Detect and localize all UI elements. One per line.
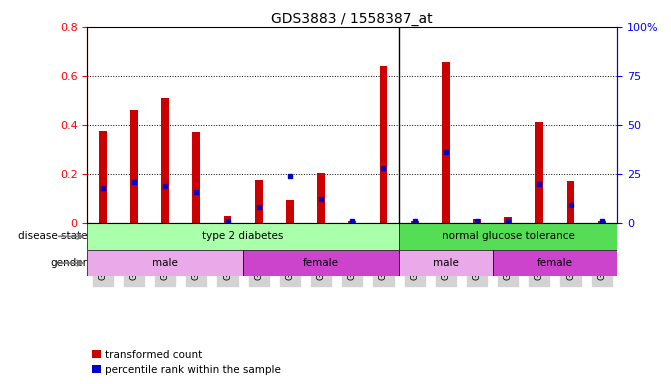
Bar — [566, 181, 574, 223]
Bar — [317, 173, 325, 223]
Bar — [193, 132, 200, 223]
Text: disease state: disease state — [17, 232, 87, 242]
Bar — [442, 63, 450, 223]
Text: normal glucose tolerance: normal glucose tolerance — [442, 232, 574, 242]
Bar — [505, 217, 512, 223]
Text: male: male — [433, 258, 459, 268]
Bar — [535, 122, 544, 223]
Bar — [223, 216, 231, 223]
Bar — [399, 223, 617, 250]
Text: type 2 diabetes: type 2 diabetes — [203, 232, 284, 242]
Bar — [399, 250, 493, 276]
Bar — [598, 220, 606, 223]
Bar — [161, 98, 169, 223]
Legend: transformed count, percentile rank within the sample: transformed count, percentile rank withi… — [93, 350, 280, 375]
Bar — [99, 131, 107, 223]
Bar — [380, 66, 387, 223]
Bar — [130, 110, 138, 223]
Text: female: female — [303, 258, 339, 268]
Text: male: male — [152, 258, 178, 268]
Bar — [87, 223, 399, 250]
Title: GDS3883 / 1558387_at: GDS3883 / 1558387_at — [272, 12, 433, 26]
Text: female: female — [537, 258, 573, 268]
Bar — [493, 250, 617, 276]
Bar — [87, 250, 243, 276]
Bar — [286, 200, 294, 223]
Bar — [243, 250, 399, 276]
Bar — [411, 220, 419, 223]
Bar — [255, 180, 262, 223]
Bar — [348, 220, 356, 223]
Text: gender: gender — [50, 258, 87, 268]
Bar — [473, 219, 481, 223]
